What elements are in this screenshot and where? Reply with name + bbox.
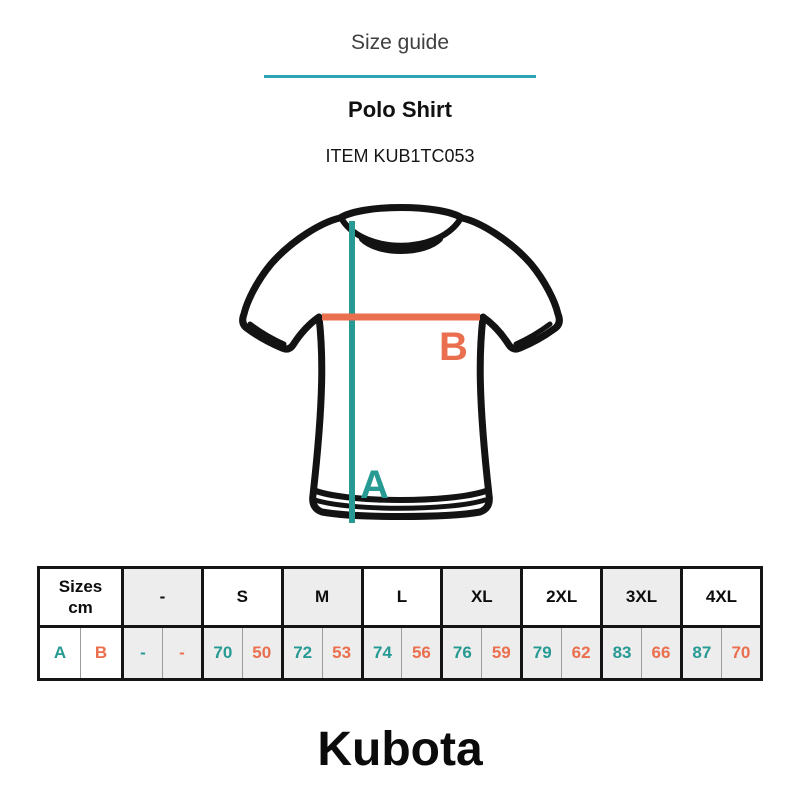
row-label-b: B (79, 625, 125, 681)
size-header-l: L (360, 566, 444, 628)
a-value-m: 72 (280, 625, 323, 681)
sizes-cm-header: Sizes cm (36, 566, 125, 628)
size-header-xl: XL (440, 566, 524, 628)
b-value-m: 53 (321, 625, 364, 681)
a-value-dash: - (121, 625, 163, 681)
size-header-s: S (200, 566, 284, 628)
a-value-2xl: 79 (520, 625, 563, 681)
b-value-4xl: 70 (720, 625, 764, 681)
b-value-xl: 59 (481, 625, 524, 681)
a-value-4xl: 87 (679, 625, 722, 681)
tshirt-measurement-diagram: A B (239, 204, 563, 523)
b-value-l: 56 (401, 625, 444, 681)
hem-seam-line-lower (312, 497, 488, 511)
a-value-l: 74 (360, 625, 403, 681)
sizes-label: Sizes (58, 576, 103, 596)
right-cuff-seam-line (513, 321, 553, 347)
b-value-s: 50 (241, 625, 284, 681)
size-table-container: Sizes cm - S M L XL 2XL 3XL 4XL A B (36, 566, 764, 681)
page-title: Size guide (350, 31, 450, 54)
a-value-xl: 76 (440, 625, 483, 681)
item-code: ITEM KUB1TC053 (325, 146, 475, 166)
brand-logo: Kubota (317, 723, 483, 776)
size-header-2xl: 2XL (520, 566, 604, 628)
a-value-3xl: 83 (600, 625, 642, 681)
cm-label: cm (68, 598, 93, 617)
size-header-4xl: 4XL (679, 566, 764, 628)
b-value-dash: - (161, 625, 204, 681)
measure-a-label: A (360, 463, 389, 507)
size-table: Sizes cm - S M L XL 2XL 3XL 4XL A B (36, 566, 764, 681)
left-cuff-seam-line (247, 321, 287, 347)
title-underline-divider (264, 75, 536, 78)
size-header-dash: - (121, 566, 204, 628)
a-value-s: 70 (200, 625, 243, 681)
b-value-2xl: 62 (561, 625, 604, 681)
measurement-row: A B - - 70 50 72 53 74 56 76 59 79 62 83… (37, 625, 764, 681)
row-label-a: A (37, 625, 81, 681)
size-header-m: M (280, 566, 364, 628)
collar-inner-seam-line (359, 236, 443, 254)
hem-seam-line-upper (313, 488, 489, 503)
product-name: Polo Shirt (348, 97, 452, 122)
b-value-3xl: 66 (641, 625, 683, 681)
measure-b-label: B (439, 325, 468, 369)
tshirt-outline (239, 204, 563, 520)
size-header-3xl: 3XL (600, 566, 683, 628)
size-header-row: Sizes cm - S M L XL 2XL 3XL 4XL (36, 566, 764, 628)
